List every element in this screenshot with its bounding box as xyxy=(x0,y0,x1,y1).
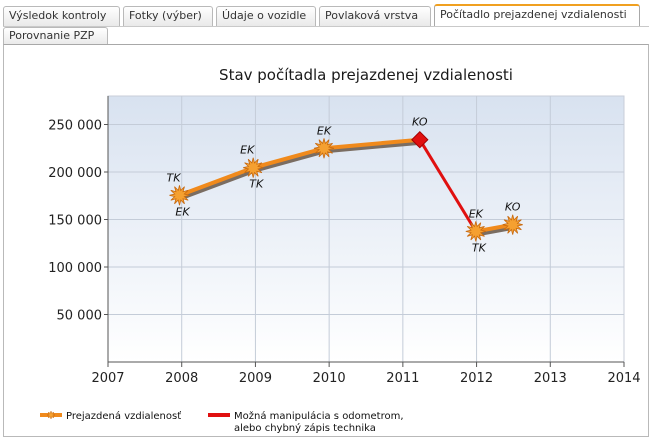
legend-label: alebo chybný zápis technika xyxy=(234,422,376,434)
x-tick-label: 2010 xyxy=(313,371,346,386)
x-tick-label: 2008 xyxy=(165,371,198,386)
x-tick-label: 2012 xyxy=(460,371,493,386)
series-line-shadow xyxy=(177,138,424,201)
tab-row-divider xyxy=(3,26,649,27)
data-point-label: TK xyxy=(167,171,182,184)
legend-swatch-marker xyxy=(46,410,56,420)
tab-fotky[interactable]: Fotky (výber) xyxy=(123,6,213,26)
plot-area xyxy=(107,95,625,363)
x-tick-label: 2011 xyxy=(386,371,419,386)
legend-label: Možná manipulácia s odometrom, xyxy=(234,410,404,422)
data-point-label: EK xyxy=(469,207,484,220)
x-tick-label: 2009 xyxy=(239,371,272,386)
y-tick-label: 100 000 xyxy=(48,261,102,276)
data-point-label: EK xyxy=(240,144,255,157)
data-point-marker xyxy=(465,221,486,242)
chart-title: Stav počítadla prejazdenej vzdialenosti xyxy=(219,66,513,84)
tab-vysledok-kontroly[interactable]: Výsledok kontroly xyxy=(3,6,120,26)
data-point-marker xyxy=(411,130,429,149)
data-point-marker xyxy=(243,157,264,178)
data-point-marker xyxy=(502,214,523,235)
data-point-label: TK xyxy=(472,241,487,254)
y-tick-label: 200 000 xyxy=(48,166,102,181)
tab-udaje-o-vozidle[interactable]: Údaje o vozidle xyxy=(216,6,316,26)
data-point-label: KO xyxy=(412,116,428,129)
data-point-label: KO xyxy=(505,201,521,214)
tab-pocitadlo[interactable]: Počítadlo prejazdenej vzdialenosti xyxy=(434,4,640,26)
series-line-manipulation xyxy=(418,138,478,233)
data-point-marker xyxy=(313,138,335,159)
y-tick-label: 150 000 xyxy=(48,214,102,229)
x-tick-label: 2014 xyxy=(607,371,640,386)
legend-label: Prejazdená vzdialenosť xyxy=(66,410,181,422)
data-point-label: EK xyxy=(317,124,332,137)
x-tick-label: 2007 xyxy=(91,371,124,386)
tab-strip: Výsledok kontroly Fotky (výber) Údaje o … xyxy=(0,0,652,45)
tab-porovnanie-pzp[interactable]: Porovnanie PZP xyxy=(3,27,108,45)
data-point-label: TK xyxy=(249,178,264,191)
x-tick-label: 2013 xyxy=(534,371,567,386)
data-point-label: EK xyxy=(175,205,190,218)
series-line-odometer xyxy=(177,137,422,198)
y-tick-label: 250 000 xyxy=(48,119,102,134)
tab-povlakova-vrstva[interactable]: Povlaková vrstva xyxy=(319,6,431,26)
data-point-marker xyxy=(169,185,190,206)
y-tick-label: 50 000 xyxy=(57,309,103,324)
